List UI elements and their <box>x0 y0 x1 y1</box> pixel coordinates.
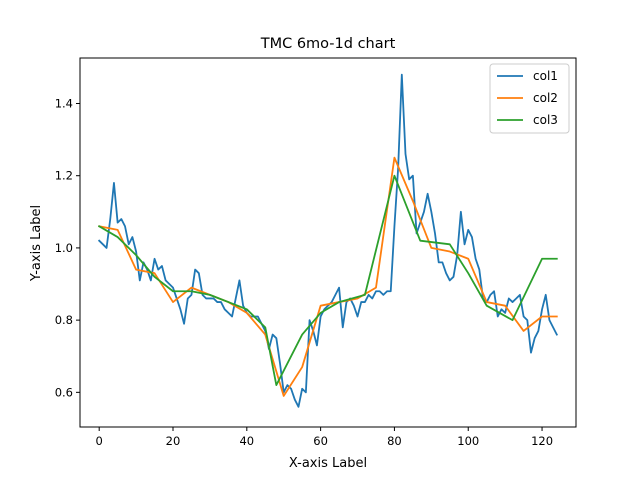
y-tick-label: 1.4 <box>55 96 73 110</box>
x-axis-label: X-axis Label <box>289 456 367 471</box>
legend-box <box>489 63 570 134</box>
legend-label-col1: col1 <box>533 69 558 83</box>
series-line-col3 <box>97 174 558 387</box>
legend-label-col2: col2 <box>533 91 558 105</box>
x-tick-label: 120 <box>531 434 553 448</box>
x-tick-label: 60 <box>313 434 328 448</box>
y-tick-label: 0.8 <box>55 313 73 327</box>
x-tick-label: 100 <box>457 434 479 448</box>
plot-frame <box>79 57 577 428</box>
x-tick-label: 80 <box>387 434 402 448</box>
y-axis-label: Y-axis Label <box>29 205 44 282</box>
x-tick-label: 20 <box>166 434 181 448</box>
series-line-col1 <box>97 73 559 408</box>
y-tick-label: 1.2 <box>55 169 73 183</box>
legend-label-col3: col3 <box>533 113 558 127</box>
axes-layer: 0 20 40 60 80 100 120 0.6 0.8 1.0 1.2 1.4 <box>55 57 577 448</box>
y-tick-label: 0.6 <box>55 385 73 399</box>
x-tick-label: 40 <box>239 434 254 448</box>
x-tick-label: 0 <box>96 434 103 448</box>
y-tick-label: 1.0 <box>55 241 73 255</box>
series-layer <box>97 73 559 408</box>
series-line-col2 <box>98 156 558 397</box>
chart-title: TMC 6mo-1d chart <box>260 36 396 52</box>
legend: col1 col2 col3 <box>489 63 570 134</box>
